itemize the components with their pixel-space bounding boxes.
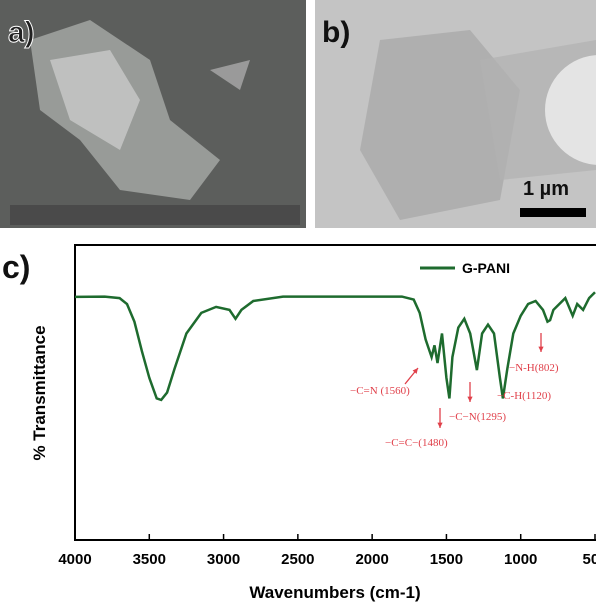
panel-label: c) [2,249,30,285]
x-tick-label: 500 [582,551,596,568]
y-axis-label: % Transmittance [30,325,49,460]
page: a) b) 1 µm c) Wavenumbers (cm-1) % Trans… [0,0,596,606]
annotation-arrowhead [467,397,472,402]
annotation-arrowhead [538,347,543,352]
annotation: −C-H(1120) [497,390,551,402]
x-tick-label: 1500 [430,551,463,568]
x-tick-label: 4000 [58,551,91,568]
x-tick-label: 1000 [504,551,537,568]
annotation: −C=N (1560) [350,385,410,397]
annotation-arrowhead [437,423,442,428]
legend-label: G-PANI [462,260,510,276]
figure: a) b) 1 µm c) Wavenumbers (cm-1) % Trans… [0,0,596,606]
x-tick-label: 3500 [133,551,166,568]
annotation: −C=C−(1480) [385,437,448,449]
x-axis-label: Wavenumbers (cm-1) [249,583,420,602]
panel-label: b) [322,16,350,49]
panel-label: a) [8,16,35,49]
x-tick-label: 2000 [355,551,388,568]
scale-bar-label: 1 µm [523,178,569,200]
series-line [75,292,595,400]
x-tick-label: 3000 [207,551,240,568]
annotation: −N-H(802) [509,362,559,374]
x-tick-label: 2500 [281,551,314,568]
annotation: −C−N(1295) [449,411,506,423]
panel-a-image [0,0,306,228]
